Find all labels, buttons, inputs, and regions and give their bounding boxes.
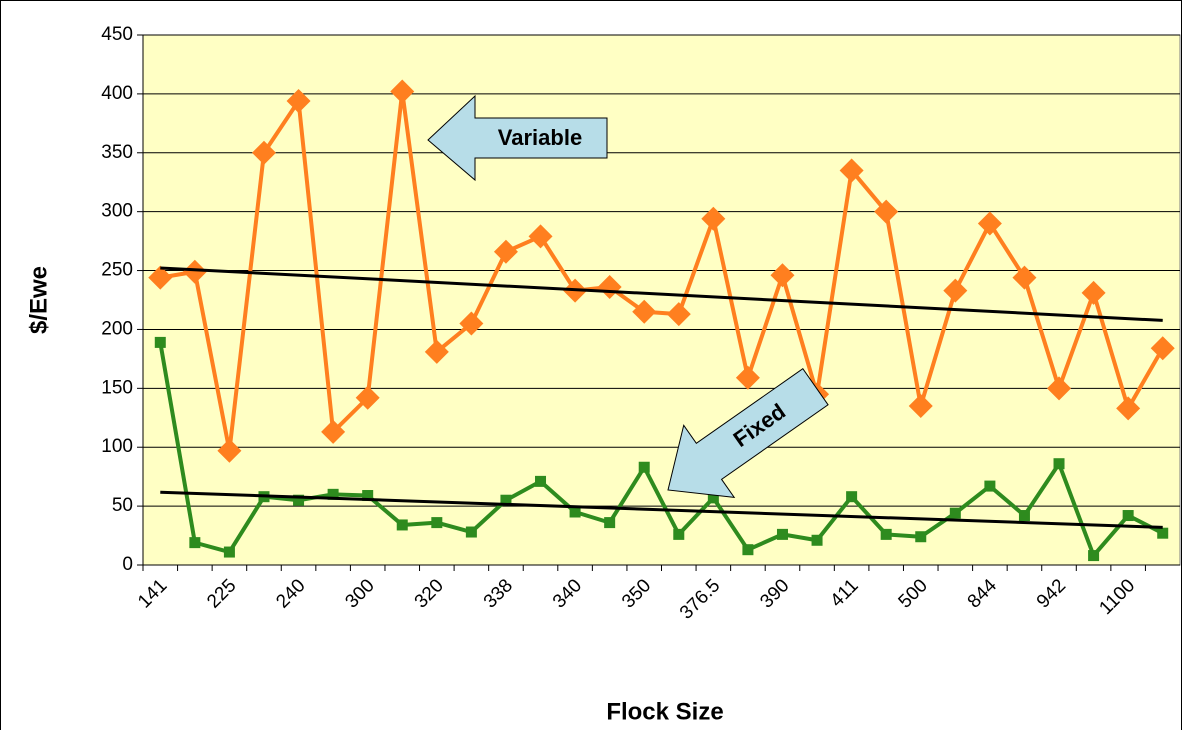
marker	[465, 526, 477, 538]
marker	[1150, 336, 1175, 361]
x-axis-title: Flock Size	[606, 698, 723, 725]
marker	[742, 544, 754, 556]
marker	[701, 206, 726, 231]
marker	[535, 475, 547, 487]
marker	[908, 394, 933, 418]
marker	[915, 531, 927, 543]
y-tick-label: 250	[101, 260, 133, 281]
marker	[949, 507, 961, 519]
marker	[154, 336, 166, 348]
marker	[1053, 458, 1065, 470]
y-tick-label: 300	[101, 201, 133, 222]
marker	[666, 302, 691, 327]
marker	[396, 519, 408, 531]
series-line	[158, 342, 1164, 558]
marker	[1012, 265, 1037, 290]
marker	[638, 461, 650, 473]
marker	[1088, 550, 1100, 562]
y-tick-label: 450	[101, 24, 133, 45]
marker	[182, 259, 207, 284]
marker	[321, 419, 346, 444]
y-tick-label: 400	[101, 83, 133, 104]
marker	[1081, 280, 1106, 305]
marker	[1018, 510, 1030, 522]
y-tick-label: 0	[122, 554, 133, 575]
marker	[251, 140, 276, 165]
marker	[148, 265, 173, 290]
marker	[493, 239, 518, 264]
marker	[604, 517, 616, 529]
marker	[223, 546, 235, 558]
marker	[528, 224, 553, 249]
marker	[355, 385, 380, 410]
marker	[293, 494, 305, 506]
marker	[776, 528, 788, 540]
marker	[500, 494, 512, 506]
marker	[1157, 527, 1169, 539]
marker	[977, 211, 1002, 236]
marker	[424, 339, 449, 364]
marker	[874, 199, 899, 224]
y-axis-title: $/Ewe	[25, 266, 52, 334]
marker	[735, 365, 760, 390]
marker	[770, 263, 795, 288]
marker	[217, 438, 242, 463]
marker	[811, 534, 823, 546]
marker	[1122, 510, 1134, 522]
marker	[632, 299, 657, 324]
y-tick-label: 200	[101, 318, 133, 339]
marker	[362, 490, 374, 502]
arrow-shape	[667, 368, 829, 498]
marker	[846, 491, 858, 503]
marker	[1047, 376, 1072, 401]
marker	[189, 537, 201, 549]
annotation: Variable	[498, 125, 582, 150]
plot-background	[142, 34, 1181, 566]
trendline	[160, 490, 1163, 529]
marker	[431, 517, 443, 529]
marker	[839, 158, 864, 183]
marker	[327, 488, 339, 500]
series-line	[159, 89, 1165, 453]
marker	[1116, 396, 1141, 421]
marker	[459, 311, 484, 336]
y-tick-label: 50	[112, 495, 133, 516]
marker	[569, 506, 581, 518]
marker	[390, 79, 415, 104]
arrow-shape	[427, 94, 608, 182]
y-tick-label: 150	[101, 377, 133, 398]
trendline	[160, 266, 1163, 322]
marker	[943, 278, 968, 303]
marker	[880, 528, 892, 540]
y-tick-label: 100	[101, 436, 133, 457]
marker	[707, 492, 719, 504]
marker	[984, 480, 996, 492]
y-tick-label: 350	[101, 142, 133, 163]
marker	[286, 88, 311, 113]
marker	[673, 528, 685, 540]
